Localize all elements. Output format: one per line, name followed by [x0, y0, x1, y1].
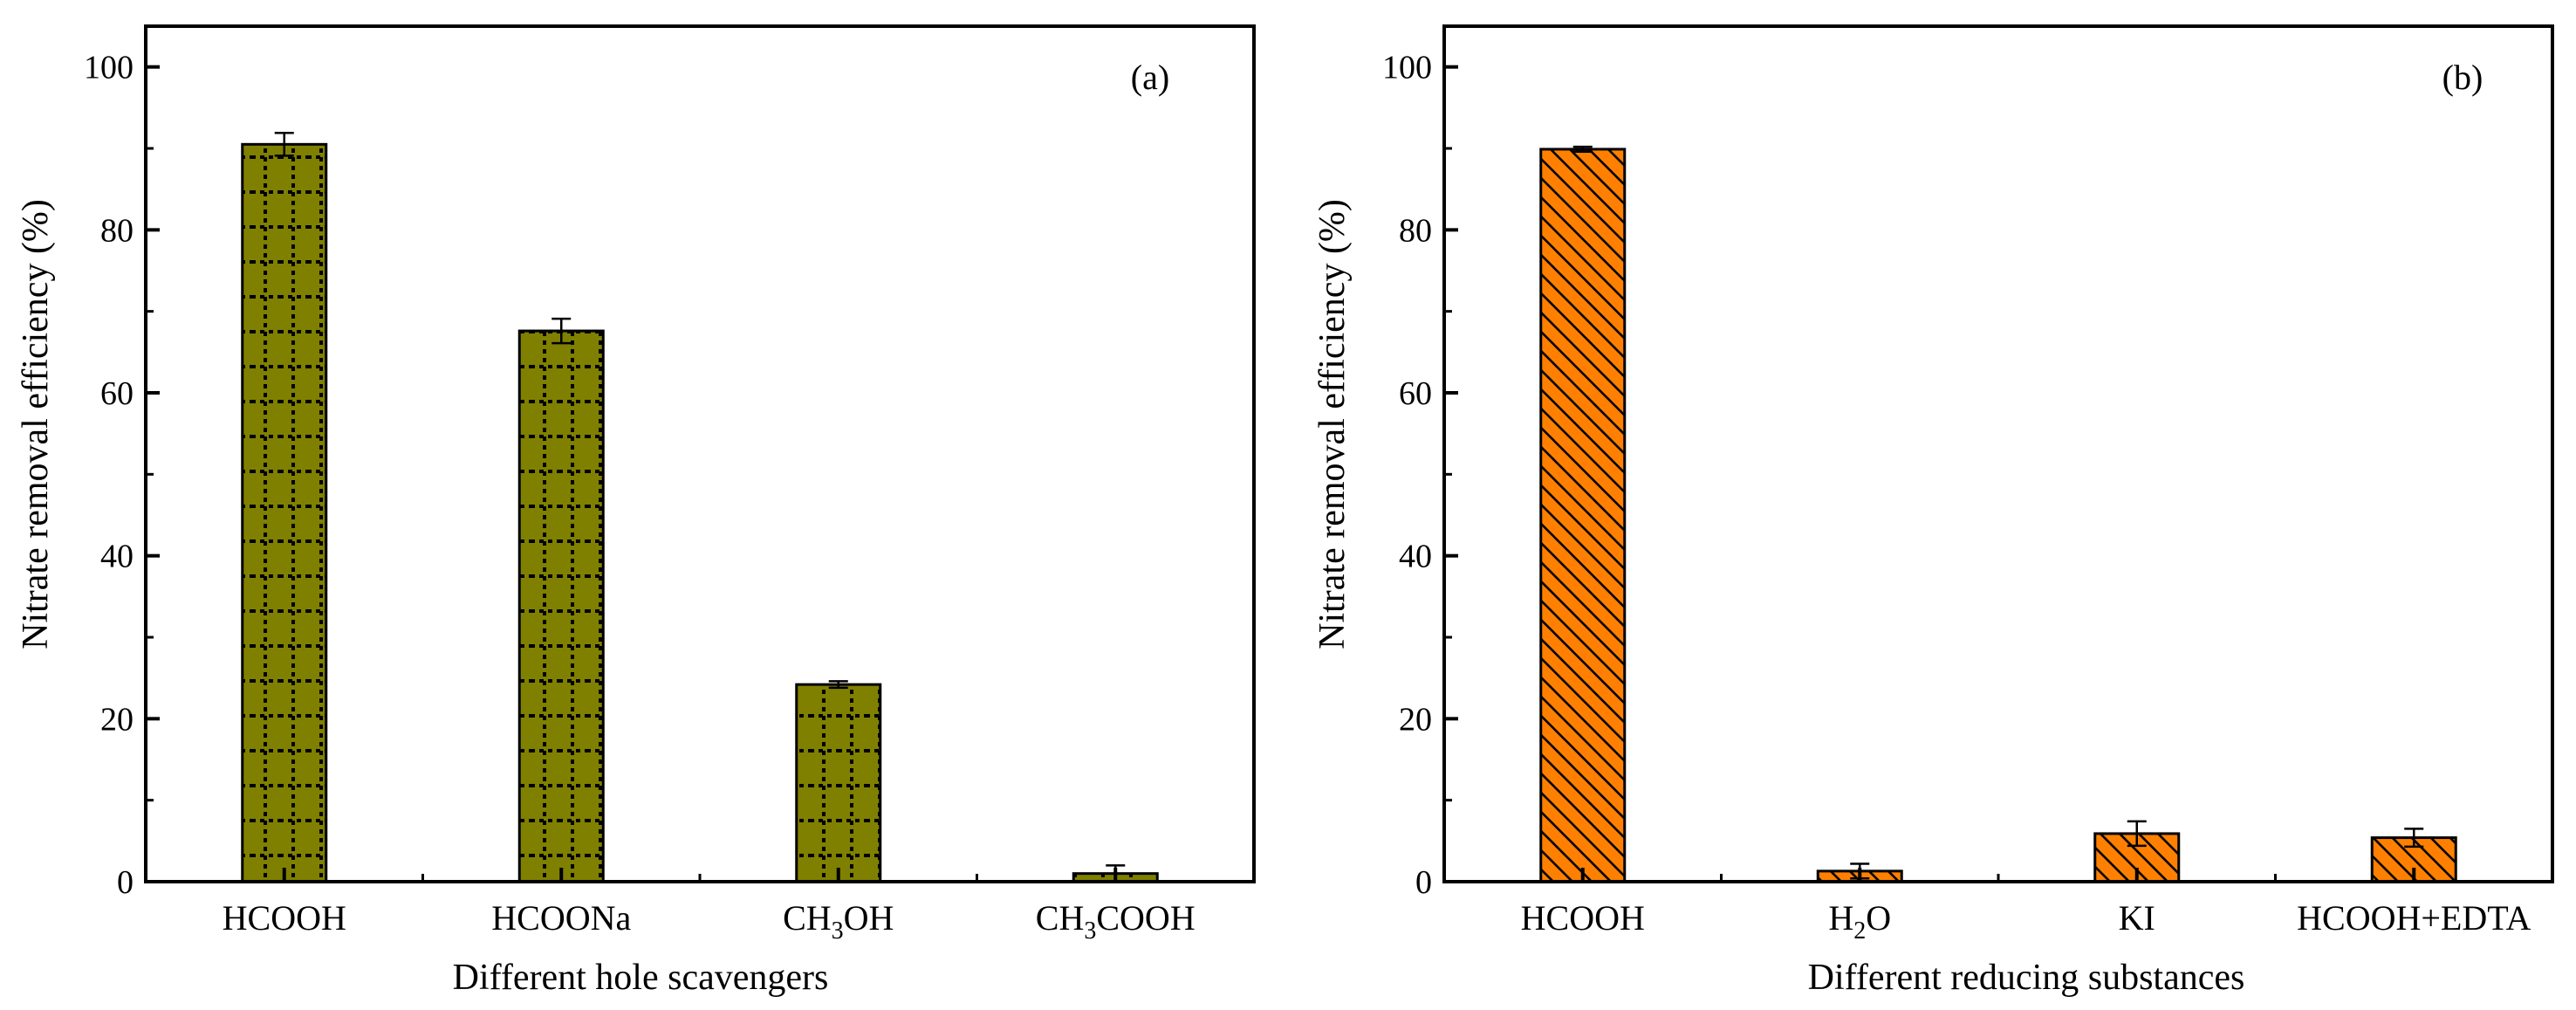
panel-b-chart: Nitrate removal efficiency (%) 0 20 40 60 80…: [1312, 24, 2554, 998]
panel-a-y-ticks: 0 20 40 60 80 100: [84, 50, 160, 901]
panel-a-bars: [241, 142, 1159, 883]
panel-a-category-label-0: HCOOH: [223, 898, 346, 938]
panel-a-x-ticks: HCOOH HCOONa CH3OH CH3COOH: [223, 868, 1196, 945]
panel-a-bar-0: [241, 142, 328, 883]
panel-b-y-axis-title: Nitrate removal efficiency (%): [1312, 199, 1353, 649]
panel-b-x-ticks: HCOOH H2O KI HCOOH+EDTA: [1521, 868, 2531, 945]
panel-b-bars: [1539, 148, 2457, 883]
panel-b-ytick-label-60: 60: [1399, 375, 1432, 412]
panel-b-ytick-label-80: 80: [1399, 212, 1432, 249]
panel-a-y-axis-title: Nitrate removal efficiency (%): [16, 199, 56, 649]
panel-a-ytick-label-100: 100: [84, 50, 134, 86]
panel-b-tag: (b): [2442, 58, 2484, 97]
panel-b-ytick-label-40: 40: [1399, 539, 1432, 575]
panel-b-error-bars: [1572, 145, 2424, 880]
panel-b-x-axis-title: Different reducing substances: [1808, 958, 2245, 998]
panel-a-plot-frame: [144, 24, 1256, 883]
panel-b-category-label-2: KI: [2119, 898, 2155, 938]
panel-b-plot-frame: [1442, 24, 2554, 883]
panel-a-ytick-label-60: 60: [100, 375, 134, 412]
panel-a-bar-1: [517, 329, 605, 883]
panel-b-category-label-1: H2O: [1828, 898, 1891, 945]
panel-b-y-ticks: 0 20 40 60 80 100: [1382, 50, 1458, 901]
panel-a-tag: (a): [1131, 58, 1169, 97]
panel-b-ytick-label-100: 100: [1382, 50, 1432, 86]
panel-b-category-label-3: HCOOH+EDTA: [2297, 898, 2531, 938]
panel-a-x-axis-title: Different hole scavengers: [453, 958, 829, 998]
panel-a-category-label-2: CH3OH: [783, 898, 894, 945]
panel-a-ytick-label-40: 40: [100, 539, 134, 575]
panel-b-category-label-0: HCOOH: [1521, 898, 1645, 938]
panel-b-bar-0: [1539, 148, 1627, 883]
panel-a-ytick-label-0: 0: [117, 864, 134, 901]
panel-a-category-label-1: HCOONa: [491, 898, 631, 938]
panel-a-category-label-3: CH3COOH: [1036, 898, 1196, 945]
panel-b-ytick-label-20: 20: [1399, 701, 1432, 738]
panel-a-ytick-label-80: 80: [100, 212, 134, 249]
panel-a-bar-2: [795, 683, 882, 883]
panel-a-chart: Nitrate removal efficiency (%) 0 20 40 60 80…: [16, 24, 1256, 998]
panel-b-ytick-label-0: 0: [1415, 864, 1432, 901]
panel-a-ytick-label-20: 20: [100, 701, 134, 738]
panel-a-error-bars: [274, 132, 1126, 883]
